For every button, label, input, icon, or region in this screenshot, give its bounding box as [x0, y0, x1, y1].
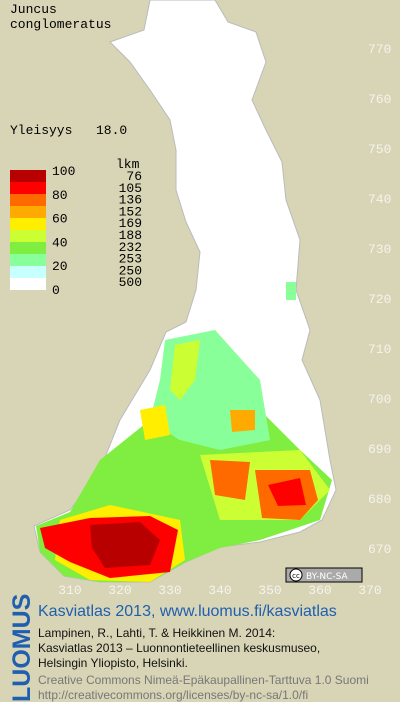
license: Creative Commons Nimeä-Epäkaupallinen-Ta… [38, 673, 369, 687]
x-axis-label: 360 [308, 583, 331, 598]
y-axis-label: 740 [368, 192, 391, 207]
y-axis-label: 730 [368, 242, 391, 257]
legend-swatch [10, 194, 46, 206]
legend-count: 500 [119, 275, 142, 290]
y-axis-label: 750 [368, 142, 391, 157]
legend-count: 188 [119, 228, 142, 243]
legend-count: 232 [119, 240, 142, 255]
x-axis-label: 320 [108, 583, 131, 598]
legend-count: 105 [119, 181, 142, 196]
legend-swatch [10, 206, 46, 218]
legend-scale: 40 [52, 235, 68, 250]
citation: Kasviatlas 2013 – Luonnontieteellinen ke… [38, 641, 320, 655]
legend-swatch [10, 242, 46, 254]
citation: Helsingin Yliopisto, Helsinki. [38, 656, 188, 670]
frequency-value: 18.0 [96, 123, 127, 138]
y-axis-label: 690 [368, 442, 391, 457]
x-axis-label: 310 [58, 583, 81, 598]
x-axis-label: 340 [208, 583, 231, 598]
frequency-label: Yleisyys [10, 123, 72, 138]
x-axis-label: 330 [158, 583, 181, 598]
svg-text:cc: cc [292, 572, 300, 580]
y-axis-label: 680 [368, 492, 391, 507]
license: http://creativecommons.org/licenses/by-n… [38, 688, 308, 702]
legend-swatch [10, 182, 46, 194]
legend-scale: 20 [52, 259, 68, 274]
legend-scale: 0 [52, 283, 60, 298]
y-axis-label: 710 [368, 342, 391, 357]
badge-text: BY-NC-SA [306, 572, 349, 582]
y-axis-label: 770 [368, 42, 391, 57]
legend-swatch [10, 230, 46, 242]
legend-scale: 60 [52, 212, 68, 227]
y-axis-label: 720 [368, 292, 391, 307]
legend-count: 152 [119, 204, 142, 219]
legend-swatch [10, 218, 46, 230]
legend-swatch [10, 278, 46, 290]
legend-swatch [10, 170, 46, 182]
legend-scale: 100 [52, 164, 75, 179]
headline: Kasviatlas 2013, www.luomus.fi/kasviatla… [38, 603, 337, 620]
legend-scale: 80 [52, 188, 68, 203]
license-badge: cc BY-NC-SA [285, 567, 363, 583]
y-axis-label: 760 [368, 92, 391, 107]
title-line: conglomeratus [10, 17, 111, 32]
citation: Lampinen, R., Lahti, T. & Heikkinen M. 2… [38, 626, 275, 640]
y-axis-label: 670 [368, 542, 391, 557]
legend-count: 136 [119, 193, 142, 208]
title-line: Juncus [10, 2, 57, 17]
x-axis-label: 350 [258, 583, 281, 598]
legend-count: 250 [119, 263, 142, 278]
legend-count: 76 [126, 169, 142, 184]
x-axis-label: 370 [358, 583, 381, 598]
legend-swatch [10, 254, 46, 266]
y-axis-label: 700 [368, 392, 391, 407]
legend-count: 253 [119, 252, 142, 267]
count-header: lkm [116, 157, 140, 172]
occurrence-cells [36, 282, 332, 582]
brand: LUOMUS [8, 594, 36, 702]
legend-count: 169 [119, 216, 142, 231]
legend-swatch [10, 266, 46, 278]
